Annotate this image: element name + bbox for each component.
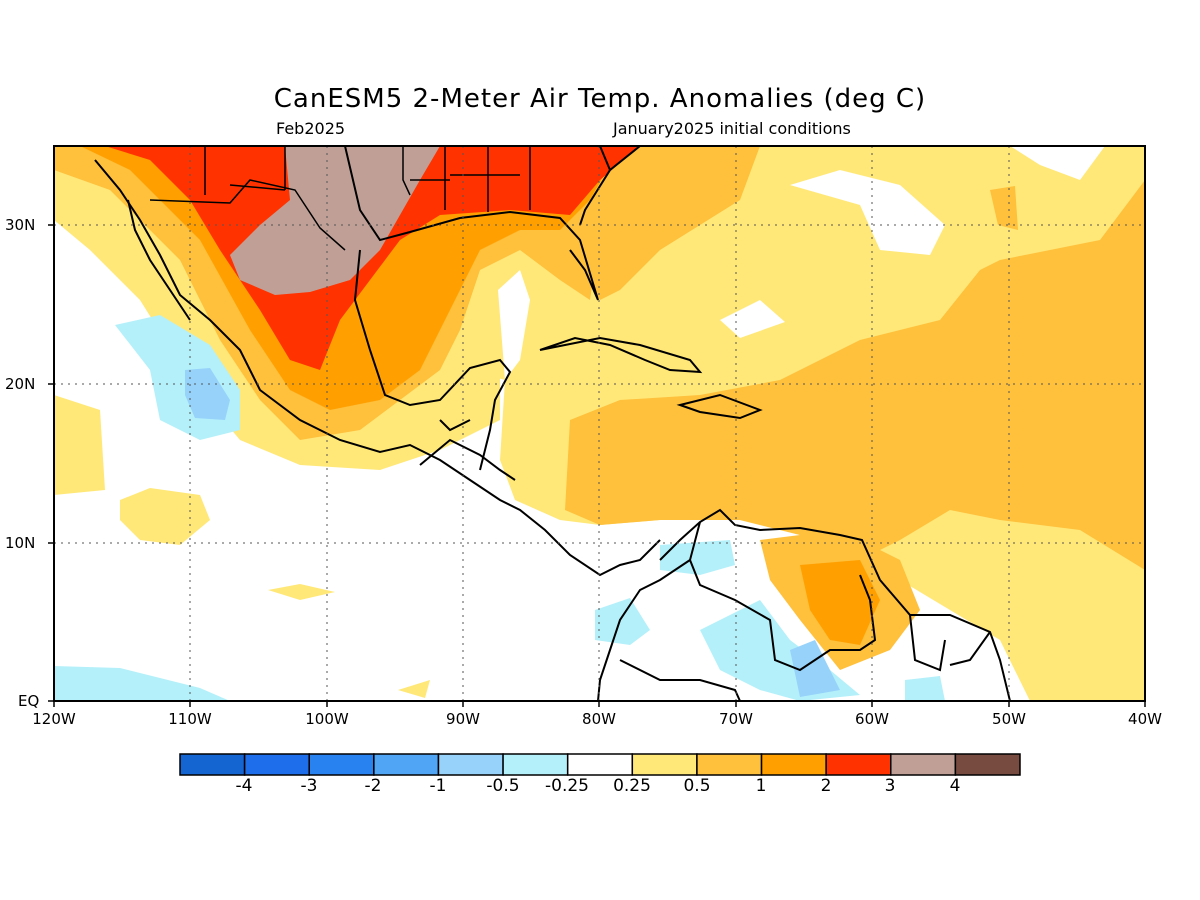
- colorbar-label: 0.25: [613, 776, 651, 796]
- political-borders: [149, 146, 531, 251]
- anomaly-region-equator-west-cool: [54, 666, 230, 701]
- anomaly-region-guiana-2deg: [800, 560, 880, 645]
- lon-label-100w: 100W: [305, 710, 349, 728]
- lon-label-90w: 90W: [446, 710, 480, 728]
- anomaly-region-northeast-orange: [570, 146, 760, 300]
- colorbar-label: 0.5: [683, 776, 711, 796]
- lon-label-50w: 50W: [992, 710, 1026, 728]
- anomaly-region-atlantic-neutral-3: [1010, 146, 1105, 180]
- anomaly-region-gulf-neutral: [498, 270, 530, 380]
- anomaly-region-guiana-cool: [905, 676, 945, 701]
- colorbar-swatch: [437, 753, 504, 776]
- anomaly-region-pacific-cooler: [185, 368, 230, 420]
- map-title: CanESM5 2-Meter Air Temp. Anomalies (deg…: [273, 84, 927, 114]
- colorbar-label: 4: [949, 776, 961, 796]
- colorbar-label: -0.25: [545, 776, 589, 796]
- colorbar-label: -3: [300, 776, 318, 796]
- anomaly-region-pacific-warm-2: [268, 584, 335, 600]
- anomaly-region-3deg: [105, 146, 640, 370]
- lat-label-10n: 10N: [5, 534, 36, 552]
- colorbar-swatch: [760, 753, 827, 776]
- colorbar-swatch: [566, 753, 634, 776]
- colorbar-label: -1: [429, 776, 447, 796]
- colorbar-swatch: [502, 753, 569, 776]
- lat-label-20n: 20N: [5, 375, 36, 393]
- colorbar-swatch: [373, 753, 440, 776]
- anomaly-region-amazon-cooler: [790, 640, 840, 697]
- axis-ticks: [48, 224, 1146, 707]
- initial-conditions: January2025 initial conditions: [613, 119, 851, 138]
- lon-label-70w: 70W: [719, 710, 753, 728]
- lat-label-eq: EQ: [18, 692, 40, 710]
- colorbar-swatch: [825, 753, 892, 776]
- colorbar-swatch: [243, 753, 310, 776]
- colorbar-swatch: [631, 753, 698, 776]
- colorbar-swatch: [179, 753, 246, 776]
- lat-label-30n: 30N: [5, 216, 36, 234]
- lon-label-40w: 40W: [1128, 710, 1162, 728]
- anomaly-fields: [54, 146, 1145, 701]
- lon-label-80w: 80W: [582, 710, 616, 728]
- colorbar: [179, 753, 1021, 776]
- gridlines: [54, 146, 1145, 701]
- lon-label-110w: 110W: [168, 710, 212, 728]
- anomaly-region-west-edge-warm: [54, 395, 105, 495]
- colorbar-label: 2: [820, 776, 832, 796]
- lon-label-60w: 60W: [855, 710, 889, 728]
- anomaly-region-pacific-warm-3: [398, 680, 430, 698]
- anomaly-region-pacific-warm-1: [120, 488, 210, 545]
- forecast-month: Feb2025: [276, 119, 346, 138]
- lon-label-120w: 120W: [32, 710, 76, 728]
- anomaly-region-colombia-cool: [595, 598, 650, 645]
- colorbar-label: -4: [235, 776, 253, 796]
- anomaly-region-atlantic-neutral-1: [790, 170, 945, 255]
- colorbar-swatch: [308, 753, 375, 776]
- colorbar-swatch: [890, 753, 957, 776]
- anomaly-region-caribbean-orange: [565, 180, 1145, 570]
- colorbar-label: 1: [755, 776, 767, 796]
- colorbar-label: -0.5: [486, 776, 520, 796]
- anomaly-region-atlantic-warm-spot: [990, 186, 1018, 230]
- anomaly-region-texas-4deg: [230, 146, 440, 295]
- colorbar-swatch: [954, 753, 1021, 776]
- colorbar-label: 3: [884, 776, 896, 796]
- anomaly-region-venezuela-cool: [660, 540, 735, 575]
- colorbar-label: -2: [364, 776, 382, 796]
- colorbar-swatch: [696, 753, 763, 776]
